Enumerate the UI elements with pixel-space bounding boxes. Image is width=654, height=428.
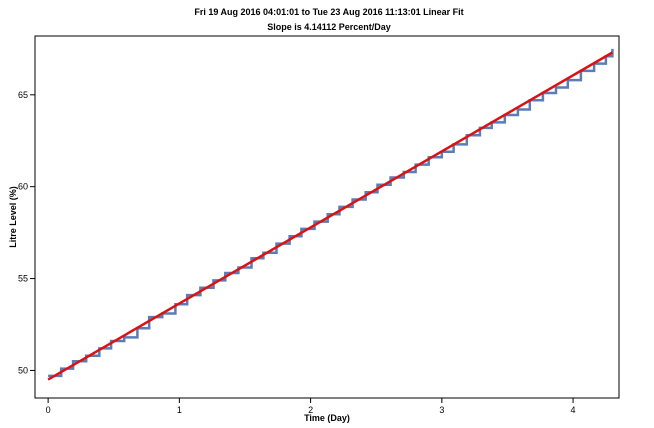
x-tick-label: 0: [46, 405, 51, 415]
plot-frame: [34, 35, 620, 399]
y-axis-ticks: 50 55 60 65: [18, 90, 35, 375]
x-tick-label: 2: [308, 405, 313, 415]
x-tick-label: 3: [439, 405, 444, 415]
chart-subtitle: Slope is 4.14112 Percent/Day: [267, 22, 391, 32]
y-tick-label: 50: [18, 365, 28, 375]
series-fit-line: [47, 51, 614, 381]
series-step-line: [48, 48, 614, 378]
x-tick-label: 4: [571, 405, 576, 415]
x-tick-label: 1: [177, 405, 182, 415]
series-layer: [47, 48, 614, 381]
y-axis-label: Litre Level (%): [8, 186, 18, 248]
x-axis-label: Time (Day): [304, 413, 350, 423]
y-tick-label: 55: [18, 274, 28, 284]
chart-title: Fri 19 Aug 2016 04:01:01 to Tue 23 Aug 2…: [194, 7, 463, 17]
y-tick-label: 60: [18, 182, 28, 192]
y-tick-label: 65: [18, 90, 28, 100]
x-axis-ticks: 0 1 2 3 4: [46, 398, 576, 415]
